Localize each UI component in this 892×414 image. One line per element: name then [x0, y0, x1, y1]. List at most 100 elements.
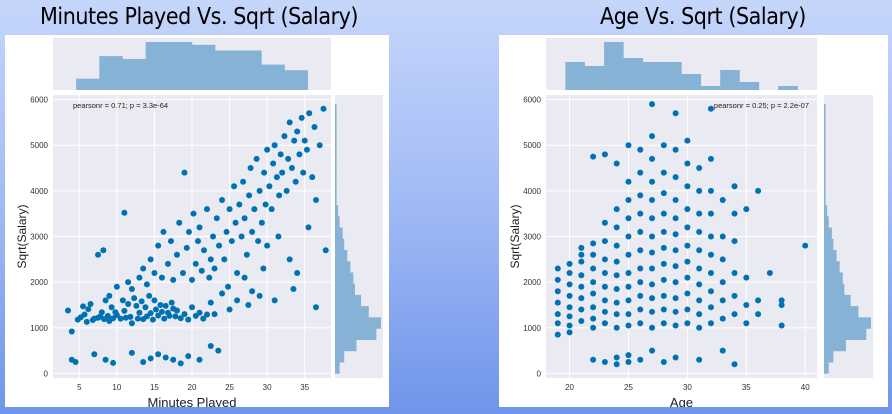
scatter-point — [127, 313, 134, 320]
y-tick-label: 3000 — [523, 233, 541, 242]
right-histogram-bar — [335, 261, 351, 273]
scatter-point — [696, 297, 703, 304]
scatter-point — [637, 356, 644, 363]
scatter-point — [707, 320, 714, 327]
scatter-point — [102, 356, 109, 363]
right-histogram-bar — [824, 182, 826, 195]
scatter-point — [625, 311, 632, 318]
right-histogram-bar — [824, 115, 826, 127]
y-tick-label: 0 — [537, 369, 542, 378]
scatter-point — [151, 270, 158, 277]
y-tick-label: 6000 — [523, 96, 541, 105]
scatter-point — [128, 320, 135, 327]
scatter-point — [231, 183, 238, 190]
y-tick-label: 1000 — [523, 324, 541, 333]
right-histogram-bar — [824, 193, 826, 206]
scatter-point — [601, 283, 608, 290]
scatter-point — [649, 308, 656, 315]
scatter-point — [649, 265, 656, 272]
top-histogram-bar — [700, 86, 721, 90]
right-histogram-bar — [824, 317, 871, 329]
scatter-point — [778, 297, 785, 304]
scatter-point — [249, 288, 256, 295]
scatter-point — [155, 351, 162, 358]
y-tick-label: 5000 — [523, 141, 541, 150]
scatter-point — [637, 247, 644, 254]
scatter-point — [637, 279, 644, 286]
scatter-point — [672, 322, 679, 329]
scatter-point — [211, 265, 218, 272]
x-tick-label: 35 — [300, 383, 309, 392]
pearsonr-annotation: pearsonr = 0.71; p = 3.3e-64 — [73, 101, 168, 110]
scatter-point — [102, 297, 109, 304]
scatter-point — [166, 312, 173, 319]
scatter-point — [660, 359, 667, 366]
scatter-point — [322, 247, 329, 254]
scatter-point — [802, 242, 809, 249]
scatter-point — [207, 256, 214, 263]
scatter-point — [672, 146, 679, 153]
scatter-point — [578, 258, 585, 265]
scatter-point — [578, 283, 585, 290]
scatter-point — [707, 187, 714, 194]
y-axis-label: Sqrt(Salary) — [508, 204, 522, 268]
scatter-point — [256, 187, 263, 194]
y-tick-label: 5000 — [30, 141, 48, 150]
scatter-point — [170, 276, 177, 283]
scatter-point — [240, 178, 247, 185]
scatter-point — [613, 258, 620, 265]
scatter-point — [207, 299, 214, 306]
scatter-point — [196, 224, 203, 231]
scatter-point — [578, 317, 585, 324]
scatter-point — [696, 165, 703, 172]
scatter-point — [696, 187, 703, 194]
scatter-point — [256, 292, 263, 299]
scatter-point — [566, 260, 573, 267]
top-histogram-bar — [662, 62, 682, 90]
right-histogram-bar — [824, 238, 834, 251]
scatter-point — [613, 361, 620, 368]
y-tick-label: 4000 — [30, 187, 48, 196]
scatter-point — [696, 324, 703, 331]
scatter-point — [613, 299, 620, 306]
scatter-point — [613, 311, 620, 318]
scatter-point — [167, 238, 174, 245]
scatter-point — [151, 297, 158, 304]
scatter-point — [207, 343, 214, 350]
x-tick-label: 30 — [683, 383, 692, 392]
right-histogram-bar — [335, 272, 354, 284]
top-histogram-bar — [215, 50, 239, 90]
top-histogram-bar — [261, 64, 285, 90]
scatter-point — [601, 256, 608, 263]
scatter-point — [117, 315, 124, 322]
top-histogram-bar — [145, 42, 170, 90]
scatter-point — [601, 297, 608, 304]
scatter-point — [234, 297, 241, 304]
scatter-point — [601, 151, 608, 158]
scatter-point — [590, 290, 597, 297]
scatter-point — [200, 315, 207, 322]
scatter-point — [192, 260, 199, 267]
scatter-point — [236, 201, 243, 208]
scatter-point — [613, 224, 620, 231]
scatter-point — [684, 290, 691, 297]
scatter-point — [286, 119, 293, 126]
scatter-point — [660, 306, 667, 313]
scatter-point — [247, 165, 254, 172]
scatter-point — [142, 304, 149, 311]
scatter-point — [601, 320, 608, 327]
y-tick-label: 0 — [44, 369, 49, 378]
scatter-point — [719, 279, 726, 286]
scatter-point — [672, 354, 679, 361]
top-histogram-bar — [168, 42, 193, 90]
scatter-point — [177, 360, 184, 367]
y-axis-label: Sqrt(Salary) — [15, 204, 29, 268]
scatter-point — [719, 347, 726, 354]
scatter-point — [578, 306, 585, 313]
scatter-point — [684, 242, 691, 249]
scatter-point — [100, 247, 107, 254]
scatter-point — [83, 318, 90, 325]
scatter-point — [251, 206, 258, 213]
scatter-point — [179, 270, 186, 277]
scatter-point — [649, 178, 656, 185]
